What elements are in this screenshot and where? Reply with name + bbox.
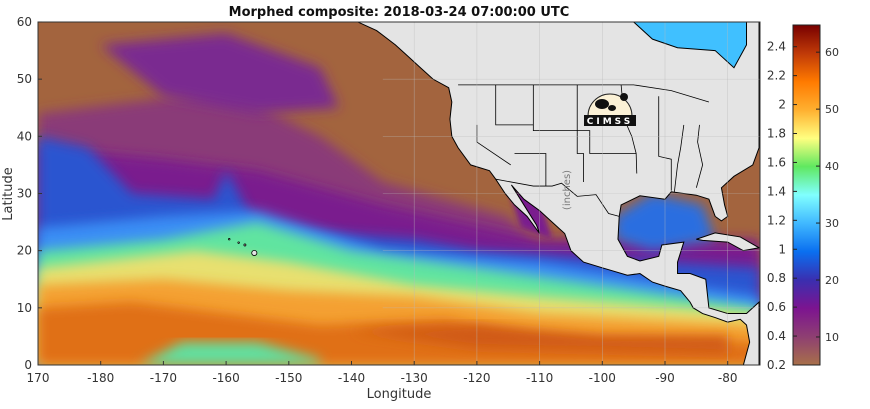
x-tick-label: -130 [401, 371, 428, 385]
colorbar-tick-label-inches: 0.2 [767, 358, 786, 372]
x-tick-label: -140 [338, 371, 365, 385]
graticule [382, 22, 760, 365]
x-axis-ticks: 170 -180 -170 -160 -150 -140 -130 -120 -110 -100 -… [27, 361, 738, 385]
colorbar-tick-label-inches: 1.2 [767, 213, 786, 227]
colorbar-tick-label-inches: 2 [778, 98, 786, 112]
colorbar-tick-label-inches: 0.4 [767, 329, 786, 343]
colorbar-tick-label-inches: 1.4 [767, 184, 786, 198]
colorbar-tick-label-inches: 2.4 [767, 40, 786, 54]
colorbar-tick-label-inches: 0.6 [767, 300, 786, 314]
political-border [532, 84, 637, 154]
y-tick-label: 10 [17, 301, 32, 315]
x-tick-label: -180 [87, 371, 114, 385]
colorbar: 0.2 0.4 0.6 0.8 1 1.2 1.4 1.6 1.8 2 2.2 2.4 10 20 30 40… [767, 24, 839, 372]
y-axis-label: Latitude [1, 167, 16, 221]
political-border [514, 153, 547, 187]
moisture-region [138, 342, 321, 365]
colorbar-gradient [792, 24, 821, 366]
colorbar-tick-label-mm: 50 [825, 103, 839, 116]
hawaii-island [251, 249, 258, 256]
map-area [38, 22, 760, 365]
colorbar-tick-label-mm: 40 [825, 160, 839, 173]
colorbar-label: (inches) [562, 170, 573, 210]
hudson-bay [632, 22, 748, 69]
political-border [495, 84, 534, 126]
political-border [495, 178, 620, 217]
x-tick-label: -90 [655, 371, 675, 385]
hawaii-island [243, 243, 247, 247]
x-tick-label: 170 [27, 371, 50, 385]
colorbar-tick-label-mm: 10 [825, 331, 839, 344]
colorbar-tick-label-inches: 1 [778, 242, 786, 256]
y-tick-label: 50 [17, 72, 32, 86]
x-tick-label: -100 [589, 371, 616, 385]
x-tick-label: -170 [150, 371, 177, 385]
y-axis-ticks: 0 10 20 30 40 50 60 [17, 15, 42, 372]
political-border [695, 124, 704, 188]
moisture-region [100, 33, 339, 114]
plot-title: Morphed composite: 2018-03-24 07:00:00 U… [229, 5, 570, 20]
colorbar-tick-label-inches: 2.2 [767, 69, 786, 83]
x-tick-label: -120 [463, 371, 490, 385]
x-tick-label: -160 [212, 371, 239, 385]
colorbar-tick-label-inches: 1.8 [767, 127, 786, 141]
x-axis-label: Longitude [367, 387, 432, 402]
y-tick-label: 40 [17, 129, 32, 143]
cimss-logo: CIMSS [584, 93, 636, 127]
hawaii-island [228, 238, 231, 241]
y-tick-label: 60 [17, 15, 32, 29]
x-tick-label: -150 [275, 371, 302, 385]
x-tick-label: -80 [718, 371, 738, 385]
x-tick-label: -110 [526, 371, 553, 385]
logo-text: CIMSS [587, 117, 633, 127]
y-tick-label: 0 [24, 358, 32, 372]
hawaii-island [237, 241, 240, 244]
colorbar-tick-label-mm: 30 [825, 217, 839, 230]
y-tick-label: 30 [17, 186, 32, 200]
political-border [458, 84, 710, 103]
political-border [576, 84, 584, 183]
colorbar-tick-label-mm: 60 [825, 46, 839, 59]
colorbar-tick-label-mm: 20 [825, 274, 839, 287]
y-tick-label: 20 [17, 244, 32, 258]
colorbar-tick-label-inches: 1.6 [767, 155, 786, 169]
colorbar-tick-label-inches: 0.8 [767, 271, 786, 285]
